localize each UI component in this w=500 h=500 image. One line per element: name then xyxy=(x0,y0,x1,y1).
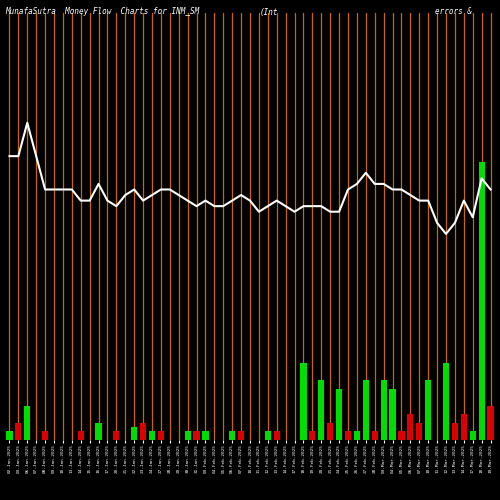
Bar xyxy=(42,432,48,440)
Bar xyxy=(327,423,334,440)
Bar xyxy=(96,423,102,440)
Bar xyxy=(336,388,342,440)
Bar xyxy=(425,380,432,440)
Bar xyxy=(6,432,12,440)
Bar xyxy=(113,432,119,440)
Bar xyxy=(478,162,485,440)
Bar xyxy=(264,432,271,440)
Bar xyxy=(488,406,494,440)
Bar xyxy=(354,432,360,440)
Bar xyxy=(470,432,476,440)
Bar xyxy=(229,432,235,440)
Bar xyxy=(390,388,396,440)
Bar xyxy=(345,432,351,440)
Bar xyxy=(131,427,138,440)
Bar xyxy=(274,432,280,440)
Bar xyxy=(372,432,378,440)
Bar xyxy=(15,423,22,440)
Bar xyxy=(452,423,458,440)
Bar xyxy=(194,432,200,440)
Bar xyxy=(380,380,387,440)
Bar xyxy=(78,432,84,440)
Bar xyxy=(309,432,316,440)
Bar xyxy=(158,432,164,440)
Bar xyxy=(416,423,422,440)
Bar xyxy=(460,414,467,440)
Bar xyxy=(149,432,155,440)
Bar xyxy=(202,432,208,440)
Bar xyxy=(362,380,369,440)
Bar xyxy=(238,432,244,440)
Bar xyxy=(318,380,324,440)
Bar xyxy=(300,363,306,440)
Bar xyxy=(443,363,449,440)
Bar xyxy=(184,432,191,440)
Text: MunafaSutra  Money Flow  Charts for INM_SM: MunafaSutra Money Flow Charts for INM_SM xyxy=(5,8,199,16)
Text: (Int: (Int xyxy=(260,8,278,16)
Bar xyxy=(140,423,146,440)
Bar xyxy=(398,432,404,440)
Text: errors &: errors & xyxy=(435,8,472,16)
Bar xyxy=(24,406,30,440)
Bar xyxy=(407,414,414,440)
